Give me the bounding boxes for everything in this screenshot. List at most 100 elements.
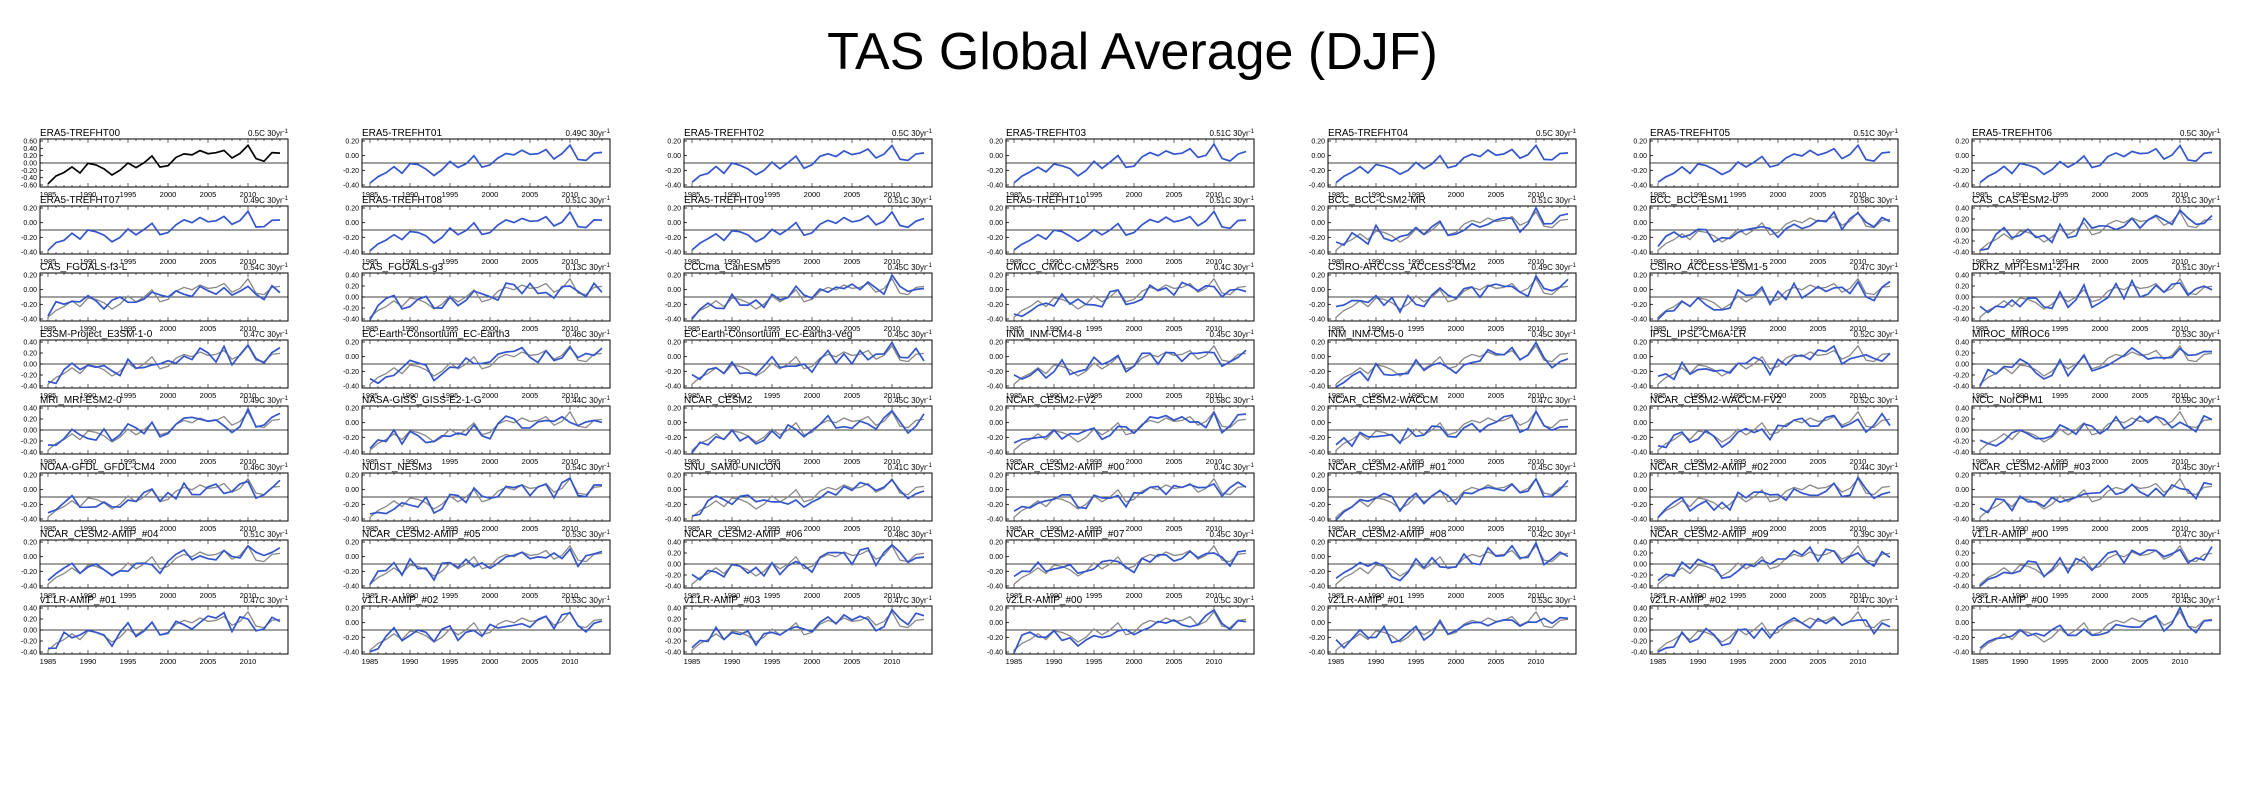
panel: MIROC_MIROC6 0.53C 30yr-1 0.40 0.20 0.00 -0.2… [1953,329,2221,400]
x-tick-label: 2010 [1206,657,1223,666]
y-tick-label: -0.20 [665,573,681,580]
y-tick-label: -0.20 [665,235,681,242]
panel-title: ERA5-TREFHT02 [684,128,764,139]
y-tick-label: -0.40 [1309,384,1325,391]
panel-title: ERA5-TREFHT06 [1972,128,2052,139]
y-tick-label: -0.20 [1953,373,1969,380]
y-tick-label: 0.20 [23,540,37,547]
x-tick-label: 2000 [160,324,177,333]
x-tick-label: 1990 [1046,257,1063,266]
x-tick-label: 2005 [2132,324,2149,333]
panel: BCC_BCC-ESM1 0.58C 30yr-1 0.20 0.00 -0.20 -0.… [1631,195,1899,266]
x-tick-label: 1985 [1972,324,1989,333]
x-tick-label: 2005 [1166,391,1183,400]
y-tick-label: -0.40 [21,317,37,324]
panel-title: NCAR_CESM2-FV2 [1006,395,1096,406]
x-tick-label: 1995 [1730,657,1747,666]
y-tick-label: -0.40 [665,450,681,457]
panel: CCCma_CanESM5 0.45C 30yr-1 0.20 0.00 -0.20 -0… [665,262,933,333]
observed-series-line [691,477,925,518]
panel-title: MIROC_MIROC6 [1972,329,2050,340]
x-tick-label: 2005 [1166,457,1183,466]
panel-trend: 0.52C 30yr-1 [1854,330,1899,339]
model-series-line [1979,346,2213,387]
y-tick-label: 0.20 [667,551,681,558]
panel: NCAR_CESM2-AMIP_#04 0.51C 30yr-1 0.20 0.00 -… [21,529,289,600]
panel-trend: 0.44C 30yr-1 [566,396,611,405]
panel-title: ERA5-TREFHT08 [362,195,442,206]
trend-exponent: -1 [283,196,289,202]
panel-trend: 0.49C 30yr-1 [566,129,611,138]
y-tick-label: 0.00 [1955,228,1969,235]
y-tick-label: -0.40 [343,250,359,257]
model-series-line [47,544,281,582]
panel-title: v1.LR-AMIP_#03 [684,595,761,606]
panel-trend: 0.51C 30yr-1 [2176,196,2221,205]
y-tick-label: 0.00 [989,287,1003,294]
y-tick-label: 0.20 [1311,473,1325,480]
y-tick-label: 0.20 [23,351,37,358]
y-tick-label: -0.20 [1953,168,1969,175]
y-tick-label: -0.20 [987,569,1003,576]
trend-exponent: -1 [2215,129,2221,135]
panel-trend: 0.45C 30yr-1 [1532,463,1577,472]
x-tick-label: 2010 [1528,257,1545,266]
x-tick-label: 1985 [1006,391,1023,400]
x-tick-label: 1990 [2012,591,2029,600]
panel: v2.LR-AMIP_#01 0.53C 30yr-1 0.20 0.00 -0.20 -… [1309,595,1577,666]
x-tick-label: 2000 [804,657,821,666]
panel-trend: 0.54C 30yr-1 [244,263,289,272]
x-tick-label: 2000 [1770,524,1787,533]
x-tick-label: 2005 [522,190,539,199]
y-tick-label: 0.00 [1955,295,1969,302]
y-tick-label: 0.20 [1955,417,1969,424]
trend-exponent: -1 [605,129,611,135]
observed-series-line [1013,410,1247,451]
observed-series-line [47,277,281,318]
x-tick-label: 1985 [684,324,701,333]
panel-title: INM_INM-CM4-8 [1006,329,1082,340]
x-tick-label: 2000 [1448,524,1465,533]
panel-trend: 0.45C 30yr-1 [888,396,933,405]
observed-reference-line [47,143,281,185]
model-series-line [691,340,925,381]
panel-trend: 0.51C 30yr-1 [566,196,611,205]
panel: v2.LR-AMIP_#02 0.47C 30yr-1 0.40 0.20 0.00 -0… [1631,595,1899,666]
panel-title: ERA5-TREFHT10 [1006,195,1086,206]
y-tick-label: -0.40 [21,384,37,391]
trend-exponent: -1 [1893,596,1899,602]
x-tick-label: 1990 [1046,591,1063,600]
y-tick-label: 0.00 [345,620,359,627]
y-tick-label: 0.20 [667,617,681,624]
panel: ERA5-TREFHT08 0.51C 30yr-1 0.20 0.00 -0.20 -0… [343,195,611,266]
panel: NCAR_CESM2-AMIP_#05 0.53C 30yr-1 0.20 0.00 -… [343,529,611,600]
x-tick-label: 1990 [402,524,419,533]
trend-exponent: -1 [605,330,611,336]
y-tick-label: -0.40 [1631,650,1647,657]
y-tick-label: 0.40 [1633,540,1647,547]
panel-trend: 0.52C 30yr-1 [1854,396,1899,405]
panel: ERA5-TREFHT03 0.51C 30yr-1 0.20 0.00 -0.20 -0… [987,128,1255,199]
panel-trend: 0.54C 30yr-1 [566,463,611,472]
x-tick-label: 1995 [764,324,781,333]
x-tick-label: 1985 [1972,190,1989,199]
x-tick-label: 1990 [724,257,741,266]
y-tick-label: -0.20 [21,439,37,446]
panel-title: ERA5-TREFHT03 [1006,128,1086,139]
x-tick-label: 2010 [240,591,257,600]
x-tick-label: 2000 [804,391,821,400]
y-tick-label: 0.20 [989,540,1003,547]
panel-title: E3SM-Project_E3SM-1-0 [40,329,153,340]
trend-exponent: -1 [1249,596,1255,602]
x-tick-label: 2005 [1810,190,1827,199]
x-tick-label: 1990 [1690,391,1707,400]
x-tick-label: 2005 [200,524,217,533]
panel: CAS_FGOALS-g3 0.13C 30yr-1 0.40 0.20 0.00 -0.… [343,262,611,333]
panel: DKRZ_MPI-ESM1-2-HR 0.51C 30yr-1 0.40 0.20 0.… [1953,262,2221,333]
x-tick-label: 1995 [120,524,137,533]
y-tick-label: -0.40 [987,384,1003,391]
y-tick-label: 0.00 [667,220,681,227]
y-tick-label: -0.20 [343,369,359,376]
x-tick-label: 1995 [120,190,137,199]
